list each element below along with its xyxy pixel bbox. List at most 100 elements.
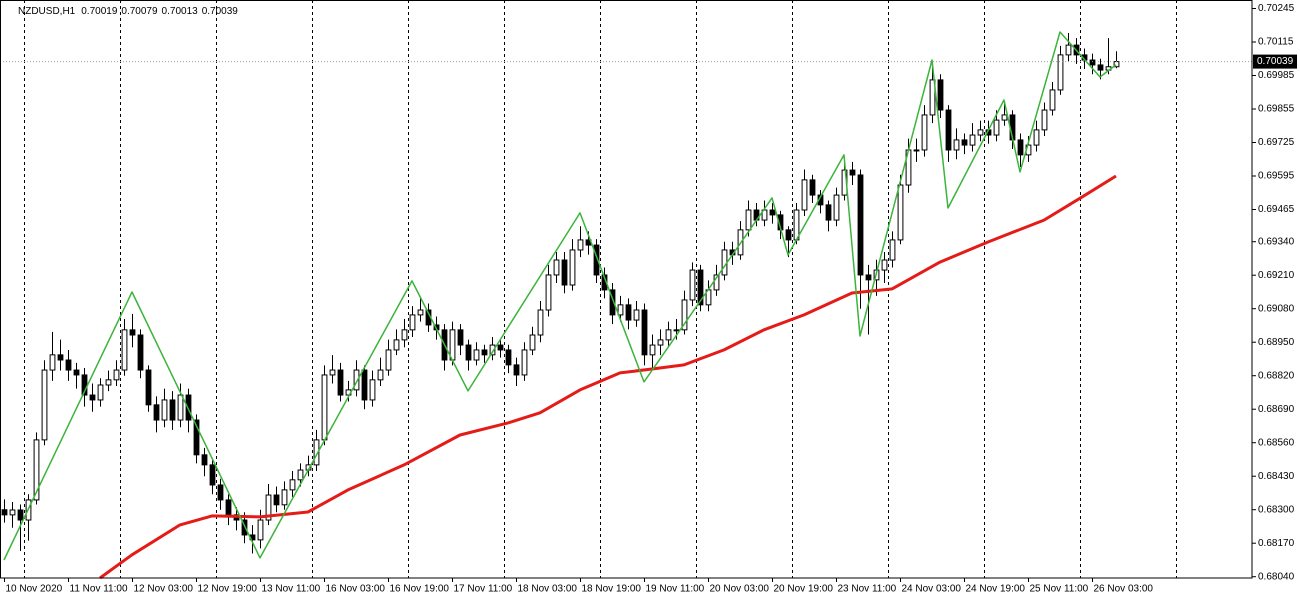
candle-body (553, 259, 560, 276)
overlay-line (3, 31, 1117, 561)
plot (0, 31, 1252, 580)
candle-body (1089, 59, 1096, 66)
candle-body (513, 364, 520, 376)
candle-body (137, 334, 144, 371)
candle-body (449, 329, 456, 361)
candle-body (801, 179, 808, 211)
candle-body (241, 519, 248, 536)
candle-body (1065, 44, 1072, 56)
y-tick-label: 0.70245 (1258, 3, 1295, 14)
candle-body (697, 269, 704, 306)
candle-body (889, 239, 896, 261)
candle-body (769, 209, 776, 216)
candle-body (569, 249, 576, 286)
candle-body (481, 349, 488, 356)
candle-body (497, 344, 504, 351)
candle-body (185, 394, 192, 421)
candle-body (17, 509, 24, 521)
candle-body (913, 149, 920, 152)
candle-body (321, 374, 328, 441)
candle-body (217, 484, 224, 501)
x-tick-label: 25 Nov 11:00 (1030, 584, 1089, 595)
y-tick-label: 0.69465 (1258, 204, 1295, 215)
candle-body (169, 399, 176, 421)
candle-body (921, 114, 928, 151)
y-tick-label: 0.69340 (1258, 236, 1295, 247)
x-tick-label: 20 Nov 19:00 (774, 584, 834, 595)
x-tick-label: 19 Nov 11:00 (646, 584, 705, 595)
candle-body (41, 369, 48, 441)
candle-body (1057, 54, 1064, 91)
x-tick-label: 20 Nov 03:00 (710, 584, 770, 595)
open: 0.70019 (81, 6, 118, 17)
candle-body (105, 379, 112, 386)
candle-body (385, 349, 392, 371)
candle-body (577, 239, 584, 251)
y-tick-label: 0.68430 (1258, 471, 1295, 482)
candle-body (665, 329, 672, 341)
candle-body (537, 309, 544, 336)
candle-body (289, 479, 296, 491)
axes: 0.70245 0.70115 0.69985 0.69855 0.69725 0.695… (4, 3, 1297, 595)
candle-body (969, 134, 976, 146)
candle-body (401, 329, 408, 341)
overlay-line (99, 174, 1117, 580)
candle-body (785, 229, 792, 241)
plot-frame (0, 0, 1253, 579)
candle-body (1049, 89, 1056, 111)
candle-body (377, 369, 384, 381)
candle-body (865, 274, 872, 281)
candle-body (361, 369, 368, 401)
candle-body (593, 244, 600, 276)
candle-body (1097, 64, 1104, 71)
y-tick-label: 0.69985 (1258, 70, 1295, 81)
y-tick-label: 0.68690 (1258, 404, 1295, 415)
x-tick-label: 16 Nov 19:00 (390, 584, 450, 595)
candle-body (529, 334, 536, 351)
y-tick-label: 0.69725 (1258, 137, 1295, 148)
candle-body (33, 439, 40, 501)
candle-body (1017, 139, 1024, 156)
candle-body (209, 464, 216, 486)
candle-body (297, 469, 304, 481)
candle-body (49, 354, 56, 371)
candle-body (369, 379, 376, 401)
y-tick-label: 0.69080 (1258, 303, 1295, 314)
y-tick-label: 0.68560 (1258, 437, 1295, 448)
candle-body (177, 394, 184, 421)
candle-body (337, 369, 344, 396)
candle-body (73, 369, 80, 376)
candle-body (473, 349, 480, 361)
x-tick-label: 23 Nov 11:00 (838, 584, 897, 595)
x-tick-label: 26 Nov 03:00 (1094, 584, 1154, 595)
candle-body (993, 119, 1000, 136)
candle-body (809, 179, 816, 196)
x-tick-label: 12 Nov 19:00 (198, 584, 258, 595)
x-tick-label: 11 Nov 11:00 (70, 584, 128, 595)
candle-body (121, 329, 128, 371)
candle-body (257, 519, 264, 541)
candle-body (273, 494, 280, 506)
x-tick-label: 13 Nov 11:00 (262, 584, 321, 595)
candle-body (833, 194, 840, 221)
candle-body (633, 309, 640, 321)
candle-body (689, 269, 696, 301)
price-label: 0.70039 (1257, 56, 1294, 67)
y-tick-label: 0.68300 (1258, 504, 1295, 515)
y-tick-label: 0.68950 (1258, 337, 1295, 348)
x-tick-label: 16 Nov 03:00 (326, 584, 386, 595)
candle-body (65, 359, 72, 371)
candle-body (113, 369, 120, 381)
candle-body (457, 329, 464, 346)
candle-body (409, 314, 416, 331)
candle-body (393, 339, 400, 351)
candle-body (145, 369, 152, 406)
candle-body (953, 139, 960, 151)
candle-body (857, 174, 864, 276)
candle-body (489, 344, 496, 356)
candle-body (89, 394, 96, 401)
candle-body (353, 369, 360, 391)
candle-body (673, 329, 680, 332)
